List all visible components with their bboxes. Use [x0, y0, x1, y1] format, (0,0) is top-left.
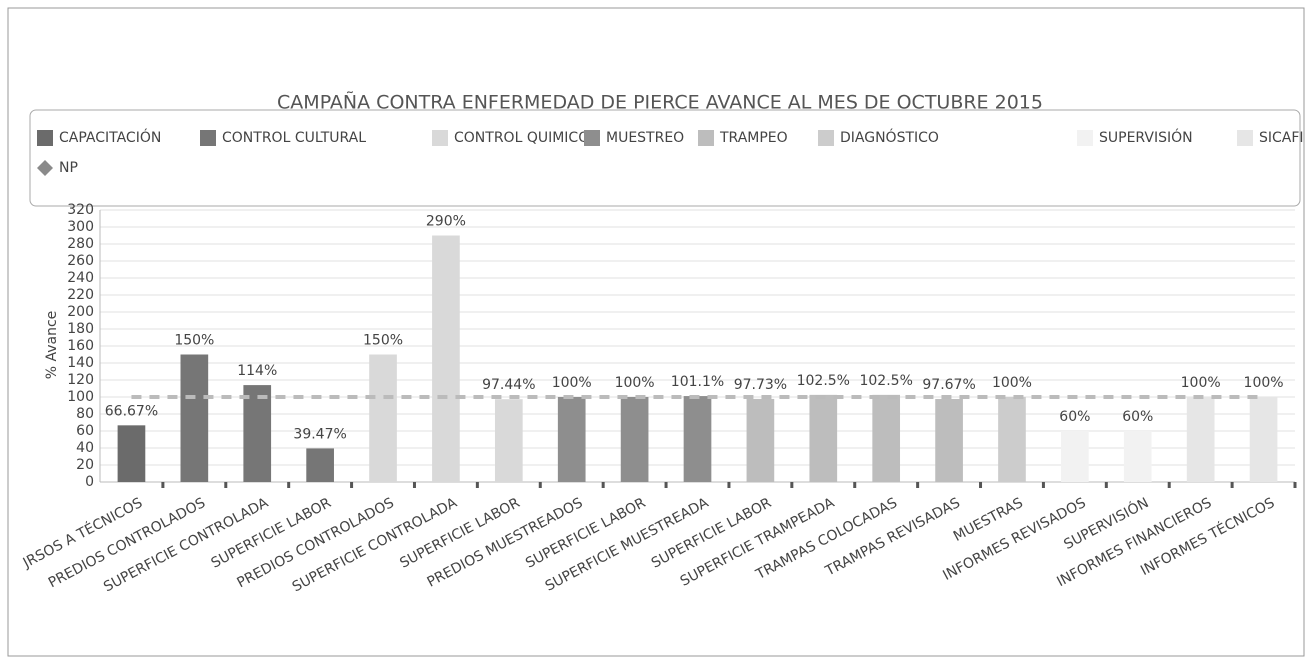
y-tick-label: 20 [76, 457, 94, 473]
bar [494, 399, 523, 482]
data-label: 100% [1181, 375, 1221, 391]
y-tick-label: 260 [67, 253, 94, 269]
y-axis-label: % Avance [44, 311, 60, 380]
bar [432, 235, 460, 482]
bar [557, 397, 586, 482]
bar [117, 425, 146, 482]
y-tick-label: 200 [67, 304, 94, 320]
data-label: 100% [552, 375, 592, 391]
data-label: 60% [1059, 409, 1090, 425]
y-tick-label: 120 [67, 372, 94, 388]
y-tick-label: 80 [76, 406, 94, 422]
data-label: 102.5% [797, 373, 850, 389]
bar [306, 448, 334, 482]
y-tick-label: 300 [67, 219, 94, 235]
legend-label: MUESTREO [606, 130, 684, 146]
data-label: 290% [426, 214, 466, 230]
bar [1061, 431, 1089, 482]
chart-frame [7, 7, 1305, 657]
data-label: 60% [1122, 409, 1153, 425]
legend-label: DIAGNÓSTICO [840, 128, 939, 146]
bar [180, 354, 209, 482]
legend-label: CONTROL QUIMICO [454, 130, 589, 146]
y-tick-label: 160 [67, 338, 94, 354]
data-label: 100% [1244, 375, 1284, 391]
legend-label: CAPACITACIÓN [59, 128, 161, 146]
y-tick-label: 320 [67, 202, 94, 218]
y-tick-label: 100 [67, 389, 94, 405]
legend-label: SUPERVISIÓN [1099, 128, 1193, 146]
bar [809, 394, 838, 482]
legend-box [29, 109, 1301, 207]
legend-swatch [818, 130, 834, 146]
data-label: 100% [615, 375, 655, 391]
data-label: 66.67% [105, 403, 158, 419]
legend-swatch [1077, 130, 1093, 146]
y-tick-label: 60 [76, 423, 94, 439]
chart-title: CAMPAÑA CONTRA ENFERMEDAD DE PIERCE AVAN… [277, 91, 1043, 114]
legend-swatch [37, 130, 53, 146]
legend-swatch [1237, 130, 1253, 146]
y-tick-label: 0 [85, 474, 94, 490]
legend-swatch [37, 160, 53, 176]
legend-swatch [432, 130, 448, 146]
bar [1249, 397, 1278, 482]
bar [683, 396, 712, 482]
y-tick-label: 240 [67, 270, 94, 286]
y-tick-label: 140 [67, 355, 94, 371]
y-tick-label: 40 [76, 440, 94, 456]
data-label: 150% [174, 333, 214, 349]
legend-swatch [200, 130, 216, 146]
data-label: 97.44% [482, 377, 535, 393]
bar [369, 354, 397, 482]
legend-label: SICAFI [1259, 130, 1304, 146]
data-label: 97.73% [734, 377, 787, 393]
data-label: 97.67% [922, 377, 975, 393]
data-label: 100% [992, 375, 1032, 391]
bar [243, 385, 272, 482]
y-tick-label: 280 [67, 236, 94, 252]
bar [1186, 397, 1215, 482]
bar [998, 397, 1026, 482]
bar [746, 398, 775, 482]
legend-swatch [698, 130, 714, 146]
y-tick-label: 220 [67, 287, 94, 303]
bar [872, 394, 901, 482]
y-tick-label: 180 [67, 321, 94, 337]
legend-label: CONTROL CULTURAL [222, 130, 366, 146]
data-label: 150% [363, 333, 403, 349]
data-label: 114% [237, 363, 277, 379]
bar [935, 398, 963, 482]
bar [620, 397, 649, 482]
data-label: 39.47% [293, 426, 346, 442]
data-label: 101.1% [671, 374, 724, 390]
legend-label: TRAMPEO [719, 130, 788, 146]
bar [1123, 431, 1152, 482]
legend-label: NP [59, 160, 78, 176]
legend-swatch [584, 130, 600, 146]
data-label: 102.5% [859, 373, 912, 389]
